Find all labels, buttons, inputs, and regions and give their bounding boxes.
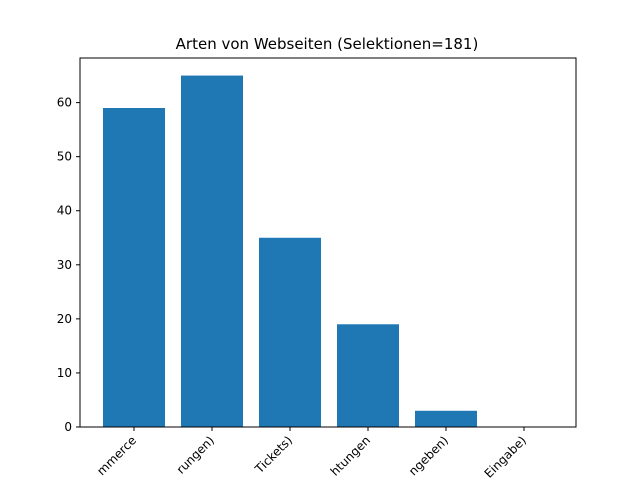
y-tick-label-3: 30 xyxy=(57,258,72,272)
y-tick-label-1: 10 xyxy=(57,366,72,380)
x-tick-label-0: mmerce xyxy=(94,433,139,478)
bar-3 xyxy=(337,324,399,427)
x-tick-label-3: htungen xyxy=(328,433,373,478)
x-tick-label-2: Tickets) xyxy=(252,433,295,476)
y-tick-label-6: 60 xyxy=(57,96,72,110)
bar-4 xyxy=(415,410,477,427)
y-tick-label-5: 50 xyxy=(57,150,72,164)
bar-0 xyxy=(103,108,165,427)
y-axis: 0 10 20 30 40 50 60 xyxy=(57,96,80,434)
y-tick-label-0: 0 xyxy=(64,420,72,434)
x-tick-label-4: ngeben) xyxy=(406,433,451,478)
bar-1 xyxy=(181,75,243,428)
chart-title: Arten von Webseiten (Selektionen=181) xyxy=(176,35,479,53)
plot-frame xyxy=(79,57,577,428)
bar-2 xyxy=(259,237,321,427)
y-tick-label-2: 20 xyxy=(57,312,72,326)
x-axis: mmerce rungen) Tickets) htungen ngeben) Einga… xyxy=(94,427,529,480)
bars-group xyxy=(103,75,477,428)
x-tick-label-5: Eingabe) xyxy=(482,433,530,480)
y-tick-label-4: 40 xyxy=(57,204,72,218)
x-tick-label-1: rungen) xyxy=(174,433,217,476)
